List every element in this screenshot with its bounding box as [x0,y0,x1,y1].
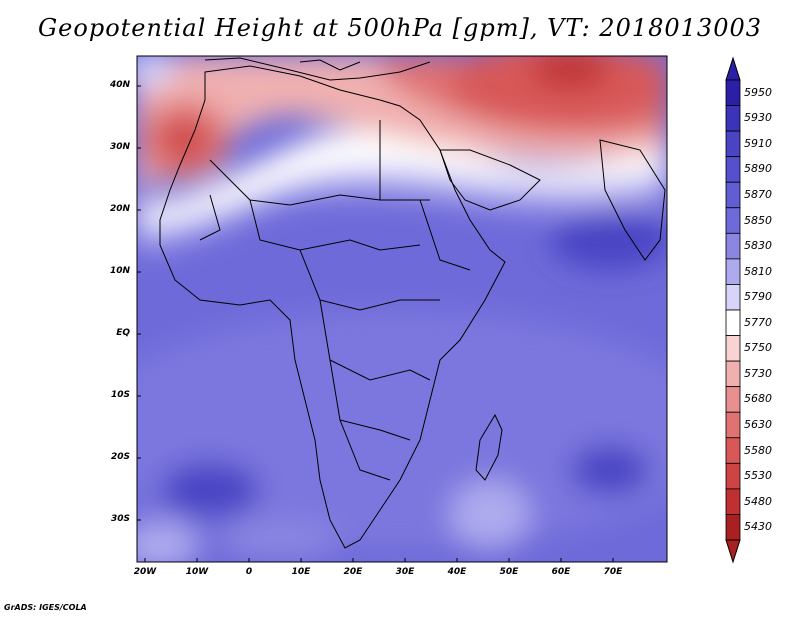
lon-label-40e: 40E [447,567,467,577]
colorbar-label: 5680 [744,392,772,406]
colorbar-label: 5730 [744,366,772,380]
coastlines [159,57,666,549]
lat-label-30n: 30N [109,142,130,152]
axis-ticks [137,85,614,562]
colorbar-label: 5480 [744,494,772,508]
colorbar-swatch [725,437,741,464]
colorbar-swatch [725,514,741,541]
colorbar-swatch [725,360,741,388]
colorbar-label: 5770 [744,315,772,329]
colorbar-swatch [725,79,741,106]
height-field [137,56,667,562]
colorbar-label: 5830 [744,239,772,253]
colorbar-bottom-arrow [725,539,741,564]
footer-credit: GrADS: IGES/COLA [4,603,87,612]
colorbar-swatch [725,335,741,362]
colorbar-swatch [725,386,741,413]
lon-label-10e: 10E [291,567,311,577]
colorbar-label: 5790 [744,290,772,304]
colorbar-swatch [725,105,741,132]
lat-label-40n: 40N [109,80,130,90]
colorbar-swatch [725,232,741,260]
map-frame [136,55,668,563]
colorbar-swatch [725,258,741,285]
colorbar-label: 5890 [744,162,772,176]
colorbar [725,56,741,564]
colorbar-swatch [725,411,741,439]
colorbar-swatch [725,488,741,515]
lon-label-0: 0 [245,567,253,577]
colorbar-swatch [725,130,741,158]
lat-label-eq: EQ [116,328,130,338]
lon-label-20e: 20E [343,567,363,577]
colorbar-label: 5810 [744,264,772,278]
colorbar-label: 5930 [744,111,772,125]
lat-label-20n: 20N [109,204,130,214]
colorbar-label: 5580 [744,443,772,457]
colorbar-label: 5870 [744,188,772,201]
colorbar-label: 5750 [744,341,772,355]
colorbar-swatch [725,181,741,209]
lon-label-30e: 30E [395,567,415,577]
colorbar-label: 5910 [744,136,772,150]
lon-label-70e: 70E [603,567,623,577]
lon-label-50e: 50E [499,567,519,577]
lon-label-20w: 20W [133,567,157,577]
colorbar-label: 5630 [744,418,772,431]
colorbar-swatch [725,462,741,490]
colorbar-top-arrow [725,56,741,81]
colorbar-label: 5430 [744,520,772,534]
lat-label-10s: 10S [110,390,130,400]
lat-label-10n: 10N [109,266,130,276]
map-title: Geopotential Height at 500hPa [gpm], VT:… [38,14,762,42]
lat-label-30s: 30S [110,514,130,524]
colorbar-swatch [725,156,741,183]
lon-label-10w: 10W [185,567,209,577]
colorbar-label: 5850 [744,213,772,227]
lat-label-20s: 20S [110,452,130,462]
colorbar-swatch [725,309,741,336]
colorbar-swatch [725,284,741,311]
colorbar-label: 5950 [744,85,772,99]
lon-label-60e: 60E [551,567,571,577]
colorbar-label: 5530 [744,469,772,483]
colorbar-swatch [725,207,741,234]
